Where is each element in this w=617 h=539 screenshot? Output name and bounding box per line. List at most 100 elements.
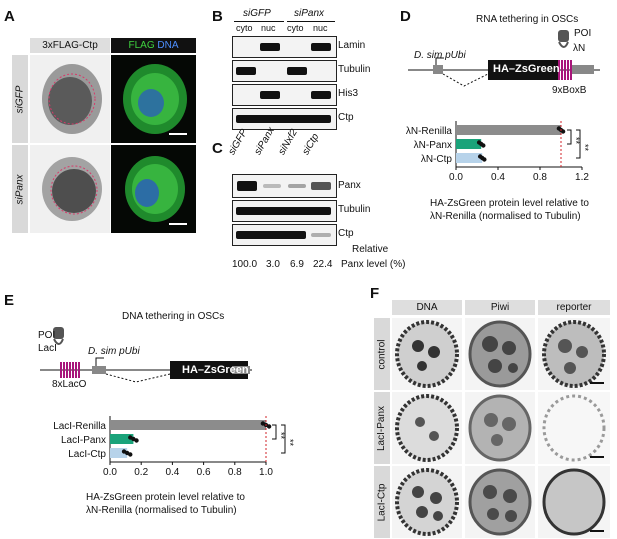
x-tick-label: 0.0 [449, 172, 463, 183]
category-label: λN-Panx [414, 140, 452, 151]
level-sictp: 22.4 [313, 259, 333, 270]
data-point [560, 129, 566, 134]
col-nuc-2: nuc [313, 23, 328, 33]
scale-bar [590, 382, 604, 384]
lane-sipanx: siPanx [252, 125, 278, 157]
lambda-shape [558, 41, 569, 48]
cell-color-1 [123, 64, 187, 134]
bar [110, 448, 128, 458]
group-sigfp-line [234, 21, 284, 22]
chart-d: λN-Renilla λN-Panx λN-Ctp 0.0 0.4 0.8 1.2 **** [406, 121, 590, 183]
band [236, 231, 306, 239]
e-xlabel-2: λN-Renilla (normalised to Tubulin) [86, 505, 237, 516]
category-label: λN-Renilla [406, 126, 453, 137]
blot-tubulin-b [232, 60, 337, 82]
f-image-panx-reporter [538, 392, 610, 464]
f-col-piwi: Piwi [465, 300, 535, 315]
band [236, 67, 256, 75]
panel-label-d: D [400, 8, 411, 25]
d-reporter: HA–ZsGreen [493, 63, 560, 75]
laci-shape [53, 338, 64, 345]
blot-label-ctp-b: Ctp [338, 112, 354, 123]
x-tick-label: 1.0 [259, 467, 273, 478]
e-promoter: D. sim pUbi [88, 346, 140, 357]
sig-stars: ** [285, 439, 295, 447]
relative-label-2: Panx level (%) [341, 259, 406, 270]
band [236, 207, 331, 215]
category-label: LacI-Renilla [53, 421, 106, 432]
chart-e: LacI-Renilla LacI-Panx LacI-Ctp 0.0 0.2 0.4 0.… [53, 416, 295, 478]
group-sipanx-line [287, 21, 335, 22]
e-reporter: HA–ZsGreen [182, 364, 249, 376]
f-image-panx-dna [392, 392, 462, 464]
blot-label-ctp-c: Ctp [338, 228, 354, 239]
scale-bar [169, 133, 187, 135]
blot-label-lamin: Lamin [338, 40, 366, 51]
x-tick-label: 0.8 [533, 172, 547, 183]
band [288, 184, 306, 188]
tss-arrow [435, 57, 444, 65]
band [237, 181, 257, 191]
panel-e-title: DNA tethering in OSCs [122, 311, 225, 322]
micrograph-a-gray-2 [30, 145, 110, 233]
f-image-ctp-dna [392, 466, 462, 538]
tss-arrow [95, 357, 104, 366]
x-tick-label: 0.8 [228, 467, 242, 478]
d-poi: POI [574, 28, 592, 39]
sig-stars: ** [580, 144, 590, 152]
blot-ctp-c [232, 224, 337, 246]
e-laci: LacI [38, 343, 57, 354]
bar [456, 125, 561, 135]
panel-label-a: A [4, 8, 15, 25]
blot-ctp-b [232, 108, 337, 130]
band [236, 115, 331, 123]
boxb-stripes [558, 60, 572, 80]
blot-label-tubulin-b: Tubulin [338, 64, 371, 75]
f-image-ctp-reporter [538, 466, 610, 538]
sig-bracket [576, 129, 581, 159]
panel-a-header-ctp: 3xFLAG-Ctp [30, 38, 110, 53]
category-label: LacI-Panx [61, 435, 106, 446]
band [260, 91, 280, 99]
bar [456, 139, 482, 149]
lane-sigfp: siGFP [226, 127, 250, 157]
d-promoter: D. sim pUbi [414, 50, 466, 61]
d-xlabel-1: HA-ZsGreen protein level relative to [430, 198, 589, 209]
bar [456, 153, 483, 163]
band [287, 67, 307, 75]
f-row-laci-ctp: LacI-Ctp [374, 466, 390, 538]
sig-bracket [281, 424, 286, 454]
micrograph-a-color-2 [111, 145, 196, 233]
x-tick-label: 0.0 [103, 467, 117, 478]
lane-sictp: siCtp [300, 131, 322, 157]
f-image-control-dna [392, 318, 462, 390]
f-col-reporter: reporter [538, 300, 610, 315]
exon-2 [232, 366, 250, 374]
level-sipanx: 3.0 [266, 259, 280, 270]
data-point [128, 452, 133, 457]
exon-1 [92, 366, 106, 374]
e-laco: 8xLacO [52, 379, 87, 390]
panel-label-e: E [4, 292, 15, 309]
micrograph-a-color-1 [111, 55, 196, 143]
relative-label-1: Relative [352, 244, 389, 255]
lane-sinxf2: siNxf2 [276, 127, 300, 157]
row-label-sigfp: siGFP [12, 55, 28, 143]
band [311, 182, 331, 190]
poi-shape [558, 30, 569, 42]
blot-label-his3: His3 [338, 88, 359, 99]
d-lambda: λN [573, 43, 586, 54]
x-tick-label: 0.2 [134, 467, 148, 478]
bar [110, 420, 266, 430]
micrograph-a-gray-1 [30, 55, 110, 143]
cell-gray-1 [42, 64, 102, 134]
x-tick-label: 0.4 [165, 467, 179, 478]
f-image-panx-piwi [465, 392, 535, 464]
f-image-ctp-piwi [465, 466, 535, 538]
blot-panx [232, 174, 337, 198]
band [260, 43, 280, 51]
x-tick-label: 0.4 [491, 172, 505, 183]
panel-a-header-flag-dna: FLAG DNA [111, 38, 196, 53]
band [311, 43, 331, 51]
x-tick-label: 0.6 [197, 467, 211, 478]
